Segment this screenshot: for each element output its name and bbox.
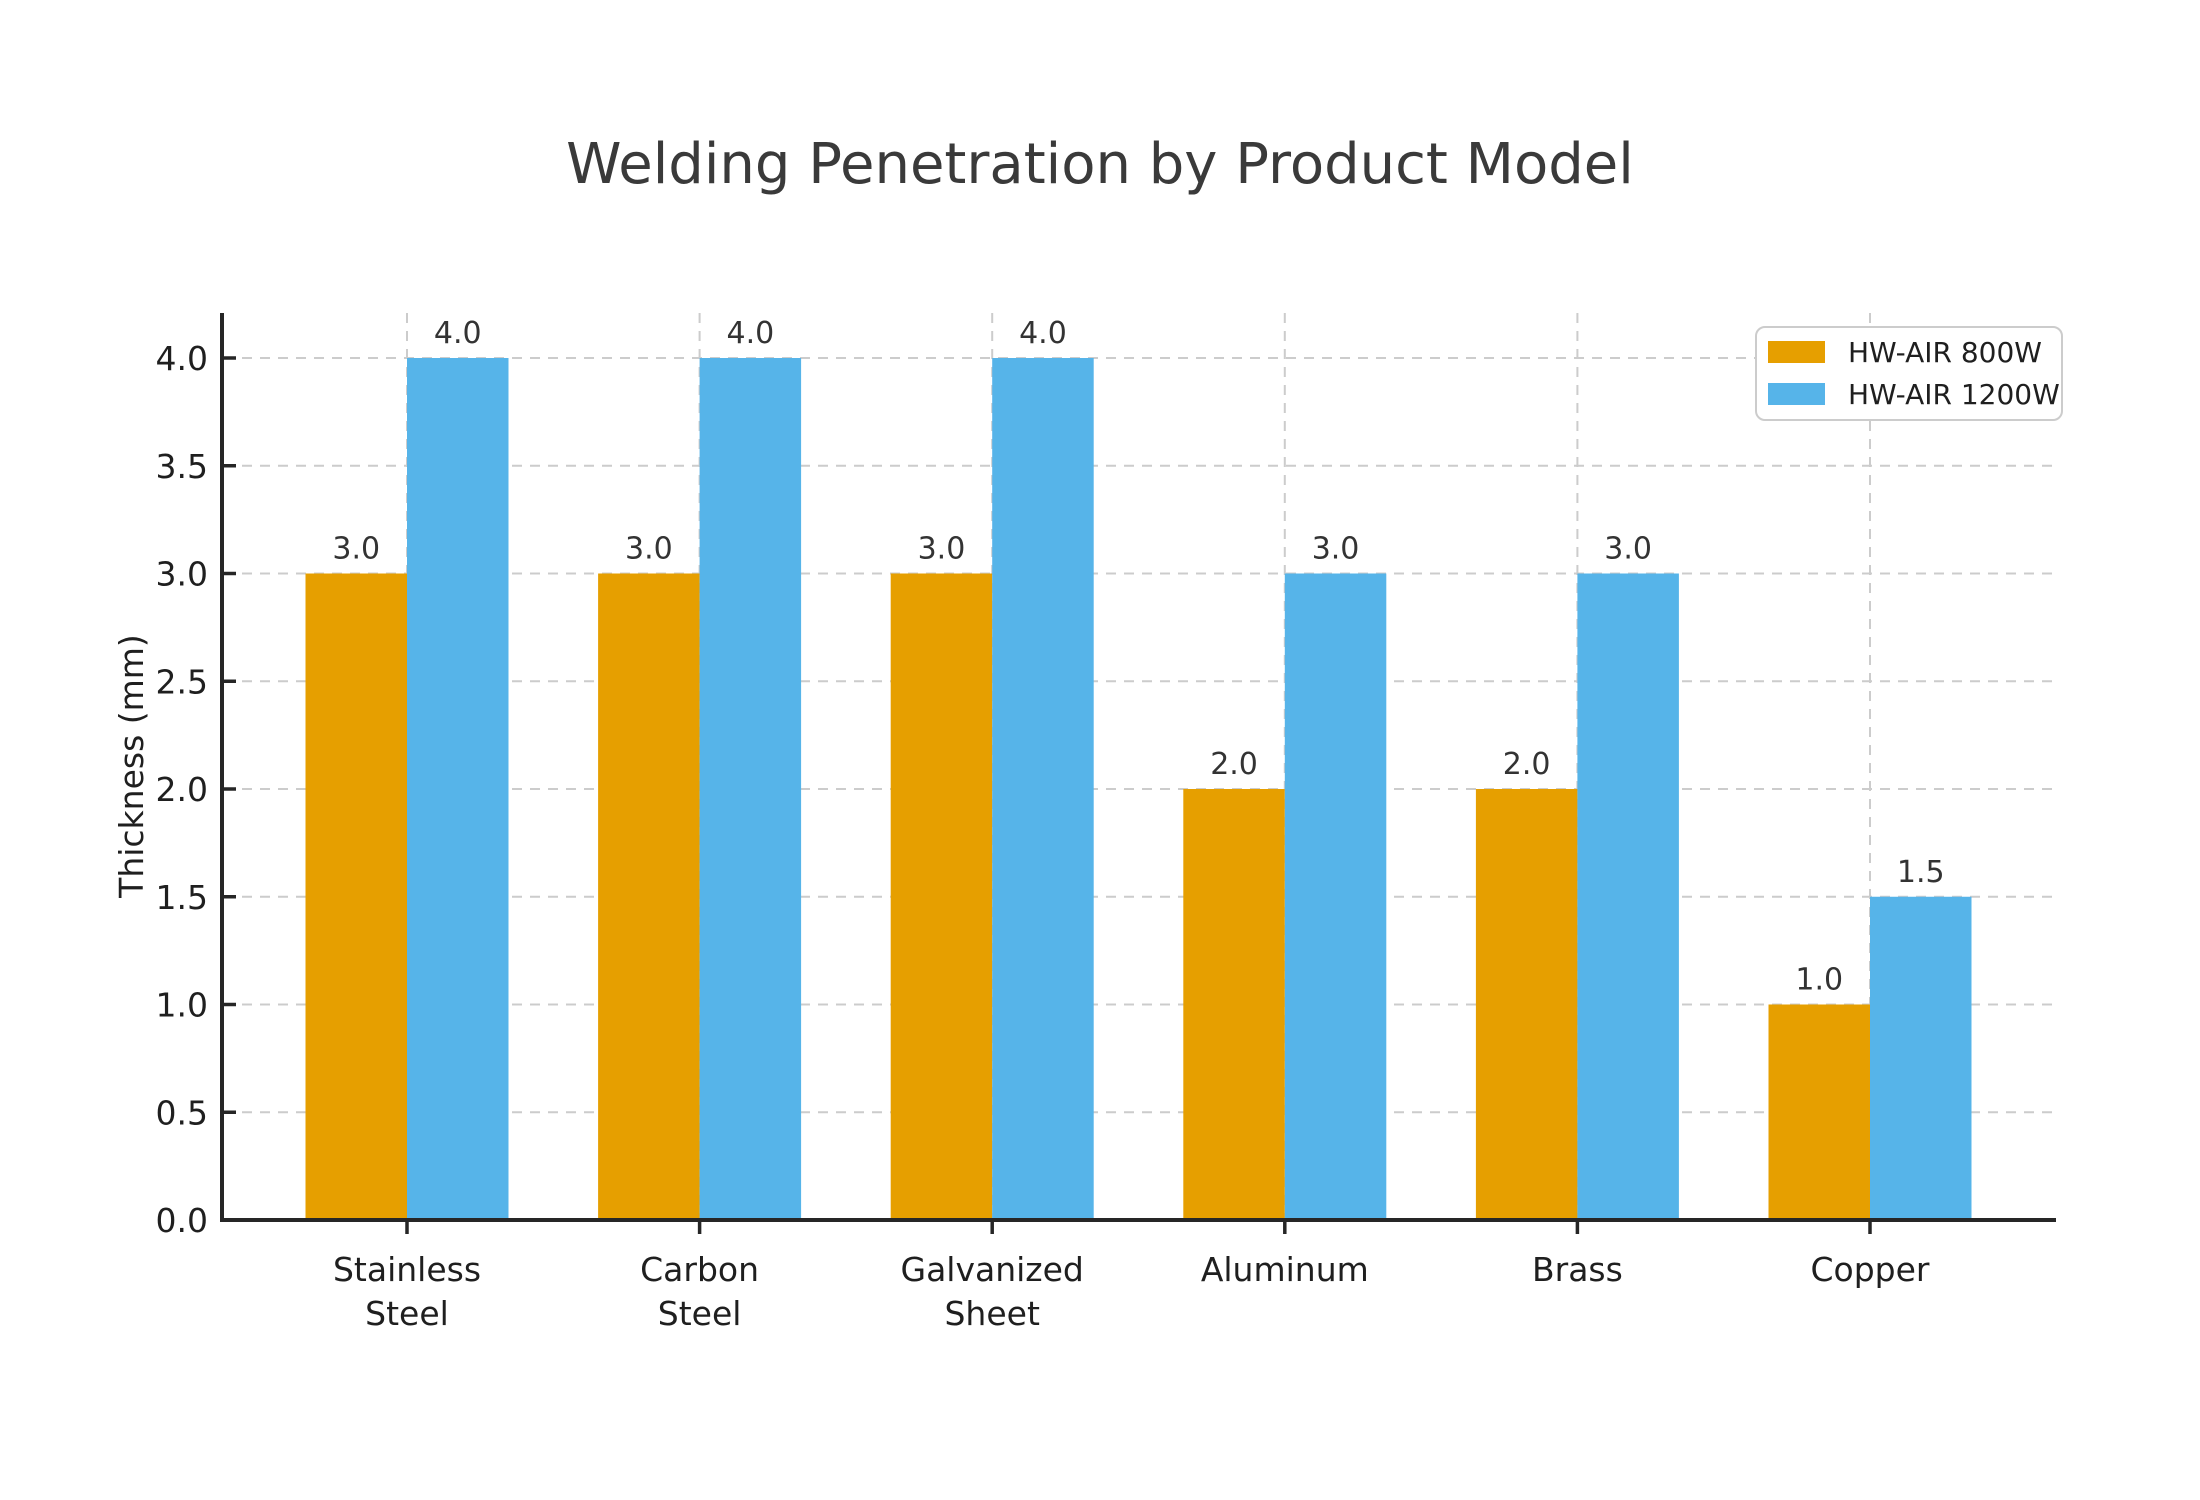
y-tick-label: 1.5	[156, 878, 208, 917]
x-tick-label-stainless-steel: Stainless	[333, 1250, 481, 1289]
bar-hw-air-1200w-carbon-steel	[699, 358, 802, 1220]
x-tick-label-copper: Copper	[1811, 1250, 1930, 1289]
legend-box	[1755, 326, 2063, 421]
bar-value-label: 4.0	[1019, 316, 1067, 351]
bar-value-label: 3.0	[332, 532, 380, 567]
bar-hw-air-800w-galvanized-sheet	[890, 573, 993, 1220]
bar-value-label: 4.0	[726, 316, 774, 351]
bar-labels-layer: 3.0 3.0 3.0 2.0 2.0 1.0 4.0 4.0 4.0 3.0 3.0 1.5	[332, 316, 1944, 998]
bar-value-label: 3.0	[1604, 532, 1652, 567]
y-tick-label: 1.0	[156, 986, 208, 1025]
x-tick-label-carbon-steel: Carbon	[640, 1250, 759, 1289]
legend-swatch-hw-air-1200w	[1768, 383, 1825, 405]
bar-value-label: 3.0	[1312, 532, 1360, 567]
x-tick-label-carbon-steel: Steel	[658, 1294, 742, 1333]
bar-hw-air-1200w-copper	[1870, 896, 1972, 1220]
bar-value-label: 3.0	[918, 532, 966, 567]
legend: HW-AIR 800W HW-AIR 1200W	[1755, 326, 2063, 421]
bar-hw-air-800w-stainless-steel	[305, 573, 407, 1220]
x-tick-label-galvanized-sheet: Galvanized	[901, 1250, 1084, 1289]
y-tick-label: 4.0	[156, 339, 208, 378]
y-tick-label: 2.0	[156, 770, 208, 809]
x-tick-label-aluminum: Aluminum	[1201, 1250, 1369, 1289]
bar-hw-air-1200w-aluminum	[1284, 573, 1387, 1220]
bar-value-label: 2.0	[1503, 747, 1551, 782]
bar-hw-air-800w-carbon-steel	[598, 573, 700, 1220]
bar-value-label: 4.0	[434, 316, 482, 351]
bar-hw-air-800w-copper	[1768, 1004, 1870, 1220]
bar-value-label: 2.0	[1210, 747, 1258, 782]
bar-value-label: 3.0	[625, 532, 673, 567]
legend-label-hw-air-1200w: HW-AIR 1200W	[1848, 378, 2060, 411]
x-tick-label-galvanized-sheet: Sheet	[944, 1294, 1039, 1333]
bars-layer	[305, 358, 1972, 1220]
bar-hw-air-1200w-galvanized-sheet	[992, 358, 1094, 1220]
x-tick-label-stainless-steel: Steel	[365, 1294, 449, 1333]
bar-hw-air-800w-aluminum	[1183, 789, 1285, 1220]
chart-title: Welding Penetration by Product Model	[566, 132, 1634, 197]
bar-value-label: 1.5	[1897, 855, 1945, 890]
y-axis-label: Thickness (mm)	[112, 634, 151, 899]
legend-label-hw-air-800w: HW-AIR 800W	[1848, 336, 2042, 369]
bar-hw-air-800w-brass	[1475, 789, 1578, 1220]
y-tick-label: 3.0	[156, 555, 208, 594]
y-tick-label: 0.0	[156, 1201, 208, 1240]
x-tick-label-brass: Brass	[1532, 1250, 1623, 1289]
y-tick-label: 3.5	[156, 447, 208, 486]
y-tick-label: 2.5	[156, 662, 208, 701]
axes-layer: 0.0 0.5 1.0 1.5 2.0 2.5 3.0 3.5 4.0 Stainless Stee…	[112, 132, 2056, 1333]
bar-value-label: 1.0	[1795, 963, 1843, 998]
y-tick-label: 0.5	[156, 1093, 208, 1132]
legend-swatch-hw-air-800w	[1768, 341, 1825, 363]
bar-hw-air-1200w-stainless-steel	[407, 358, 509, 1220]
bar-hw-air-1200w-brass	[1577, 573, 1679, 1220]
